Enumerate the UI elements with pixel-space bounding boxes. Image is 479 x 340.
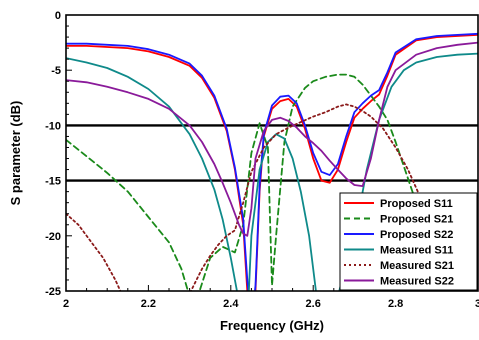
- x-axis-title: Frequency (GHz): [220, 318, 324, 333]
- series-line-6: [66, 41, 478, 237]
- y-tick-label: -25: [45, 286, 61, 298]
- series-line-2: [66, 73, 445, 291]
- legend-label-1: Proposed S11: [380, 198, 453, 210]
- x-tick-label: 3: [475, 298, 479, 310]
- y-tick-label: 0: [55, 10, 61, 22]
- legend-label-4: Measured S11: [380, 245, 453, 257]
- legend: Proposed S11 Proposed S21 Proposed S22 Meas…: [339, 192, 478, 291]
- series-line-1: [66, 34, 478, 291]
- legend-label-2: Proposed S21: [380, 214, 453, 226]
- series-line-4: [66, 52, 478, 291]
- legend-label-3: Proposed S22: [380, 229, 453, 241]
- y-tick-label: -15: [45, 176, 61, 188]
- legend-label-6: Measured S22: [380, 276, 454, 288]
- y-tick-label: -20: [45, 231, 61, 243]
- x-tick-label: 2.4: [223, 298, 239, 310]
- series-line-5: [66, 103, 459, 291]
- x-tick-label: 2.6: [306, 298, 321, 310]
- x-tick-label: 2.2: [141, 298, 156, 310]
- series-line-3: [66, 32, 478, 291]
- x-tick-label: 2.8: [388, 298, 403, 310]
- y-axis-title: S parameter (dB): [8, 101, 23, 206]
- legend-label-5: Measured S21: [380, 260, 454, 272]
- legend-box: [339, 192, 478, 291]
- y-tick-label: -5: [51, 65, 61, 77]
- x-tick-label: 2: [63, 298, 69, 310]
- y-tick-label: -10: [45, 120, 61, 132]
